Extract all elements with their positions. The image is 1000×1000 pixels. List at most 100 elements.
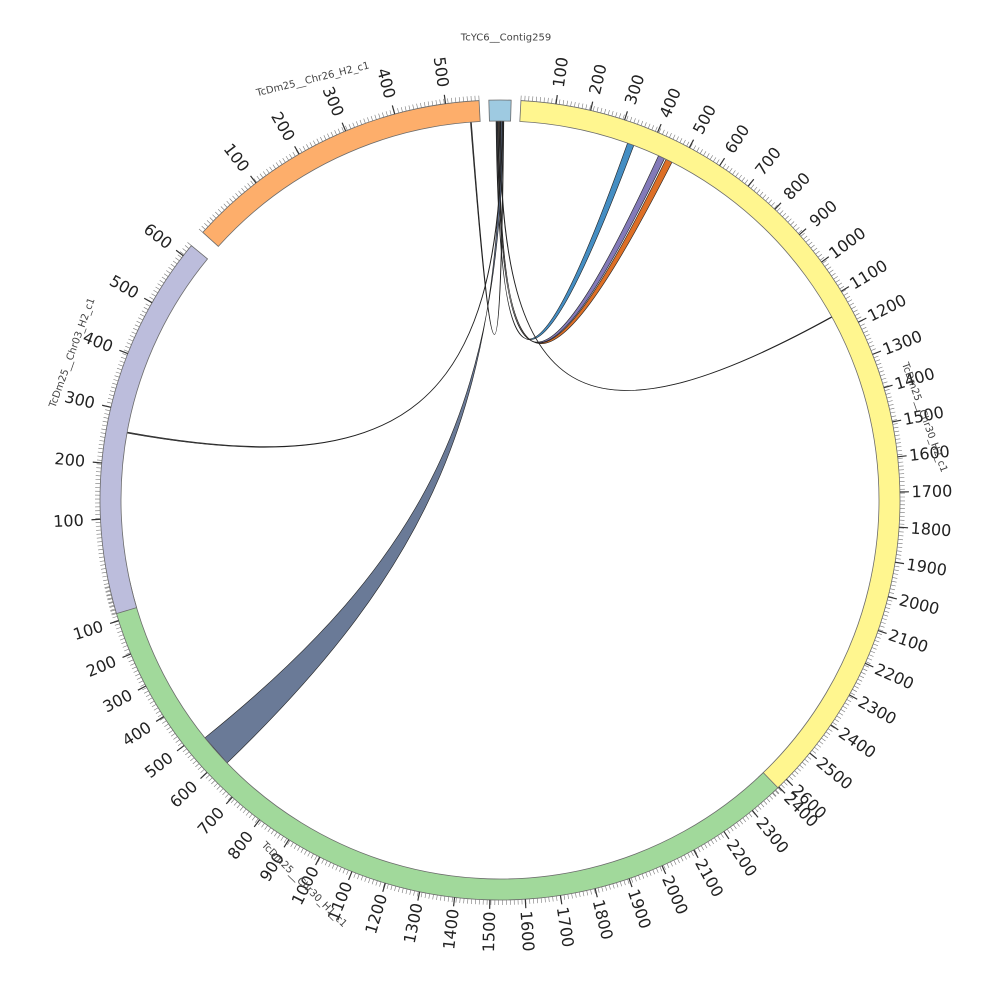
tick-label: 100	[220, 140, 254, 176]
tick-label: 2000	[897, 590, 941, 618]
major-tick	[452, 897, 456, 907]
tick-label: 500	[106, 271, 142, 303]
tick-label: 200	[54, 449, 86, 471]
major-tick	[176, 744, 185, 752]
major-tick	[200, 771, 208, 779]
tick-label: 800	[224, 827, 258, 863]
tick-label: 300	[621, 72, 649, 107]
tick-label: 1600	[908, 442, 951, 465]
segment-name-tcyc6-contig259: TcYC6__Contig259	[460, 33, 551, 44]
major-tick	[809, 752, 818, 760]
major-tick	[693, 849, 699, 859]
segment-tcdm25-chr03-h2-c1	[99, 245, 209, 615]
major-tick	[877, 629, 887, 635]
major-tick	[143, 297, 153, 304]
major-tick	[899, 526, 909, 529]
minor-tick-marks	[198, 95, 480, 233]
tick-label: 1300	[400, 901, 427, 945]
link-ribbon	[204, 120, 504, 764]
major-tick	[590, 101, 594, 111]
major-tick	[892, 419, 902, 423]
tick-label: 900	[806, 196, 841, 230]
tick-label: 2000	[658, 872, 692, 917]
major-tick	[315, 856, 321, 866]
major-tick	[294, 146, 300, 155]
tick-label: 1000	[825, 223, 869, 262]
tick-label: 200	[84, 652, 120, 681]
major-tick	[887, 596, 897, 600]
tick-label: 200	[585, 62, 610, 96]
tick-label: 700	[751, 143, 785, 179]
tick-label: 100	[53, 511, 84, 531]
major-tick	[661, 865, 667, 875]
tick-label: 2500	[813, 753, 857, 793]
major-tick	[109, 620, 119, 625]
tick-label: 300	[63, 387, 97, 413]
major-tick	[774, 202, 782, 210]
tick-label: 100	[71, 617, 106, 644]
tick-label: 1600	[517, 910, 539, 952]
major-tick	[391, 105, 396, 115]
tick-label: 1900	[624, 887, 655, 932]
tick-label: 600	[140, 219, 176, 253]
major-tick	[858, 317, 867, 323]
tick-label: 1900	[905, 555, 948, 580]
link-ribbon	[498, 120, 673, 344]
tick-label: 500	[430, 56, 453, 89]
segment-tcdm25-chr26-h2-c1	[202, 100, 481, 247]
major-tick	[283, 839, 290, 848]
major-tick	[137, 685, 147, 691]
major-tick	[92, 461, 102, 464]
major-tick	[723, 831, 730, 840]
major-tick	[559, 895, 563, 905]
major-tick	[624, 111, 628, 121]
major-tick	[883, 384, 893, 389]
major-tick	[719, 157, 726, 167]
major-tick	[840, 286, 850, 292]
segment-tcyc6-contig259	[488, 99, 512, 122]
major-tick	[747, 178, 755, 187]
major-tick	[864, 662, 874, 668]
major-tick	[872, 350, 882, 355]
major-tick	[341, 122, 347, 132]
tick-label: 2100	[691, 856, 727, 901]
minor-tick-marks	[520, 95, 906, 797]
tick-label: 100	[549, 56, 572, 89]
tick-label: 400	[119, 718, 155, 751]
major-tick	[348, 871, 353, 881]
tick-label: 1500	[479, 911, 499, 952]
link-ribbon	[495, 120, 635, 340]
tick-label: 400	[655, 85, 684, 121]
tick-label: 2400	[835, 724, 879, 763]
tick-label: 600	[166, 777, 201, 812]
major-tick	[382, 883, 386, 893]
major-tick	[253, 819, 261, 828]
major-tick	[175, 249, 184, 257]
major-tick	[417, 891, 421, 901]
tick-label: 600	[721, 121, 754, 157]
tick-label: 500	[689, 102, 720, 138]
tick-label: 2300	[855, 692, 900, 728]
major-tick	[830, 724, 839, 731]
ticks-layer	[91, 94, 909, 909]
major-tick	[524, 899, 527, 909]
tick-label: 200	[267, 108, 299, 144]
tick-label: 1200	[864, 290, 909, 325]
major-tick	[119, 349, 128, 355]
tick-label: 1400	[439, 908, 463, 951]
tick-label: 700	[194, 803, 229, 838]
major-tick	[250, 175, 257, 184]
tick-label: 300	[100, 685, 136, 716]
segments-layer	[99, 99, 901, 901]
tick-label: 1800	[589, 898, 617, 942]
minor-ticks-tcdm25-chr03-h2-c1	[94, 242, 192, 616]
major-tick	[628, 878, 633, 888]
major-tick	[555, 94, 558, 105]
major-tick	[122, 653, 132, 658]
major-tick	[225, 796, 233, 805]
minor-ticks-tcdm25-chr30-h2-c1	[520, 95, 906, 797]
segment-tcdm25-chr30-h2-c1	[519, 100, 901, 794]
minor-ticks-tcdm25-chr26-h2-c1	[198, 95, 480, 233]
major-tick	[849, 694, 858, 700]
